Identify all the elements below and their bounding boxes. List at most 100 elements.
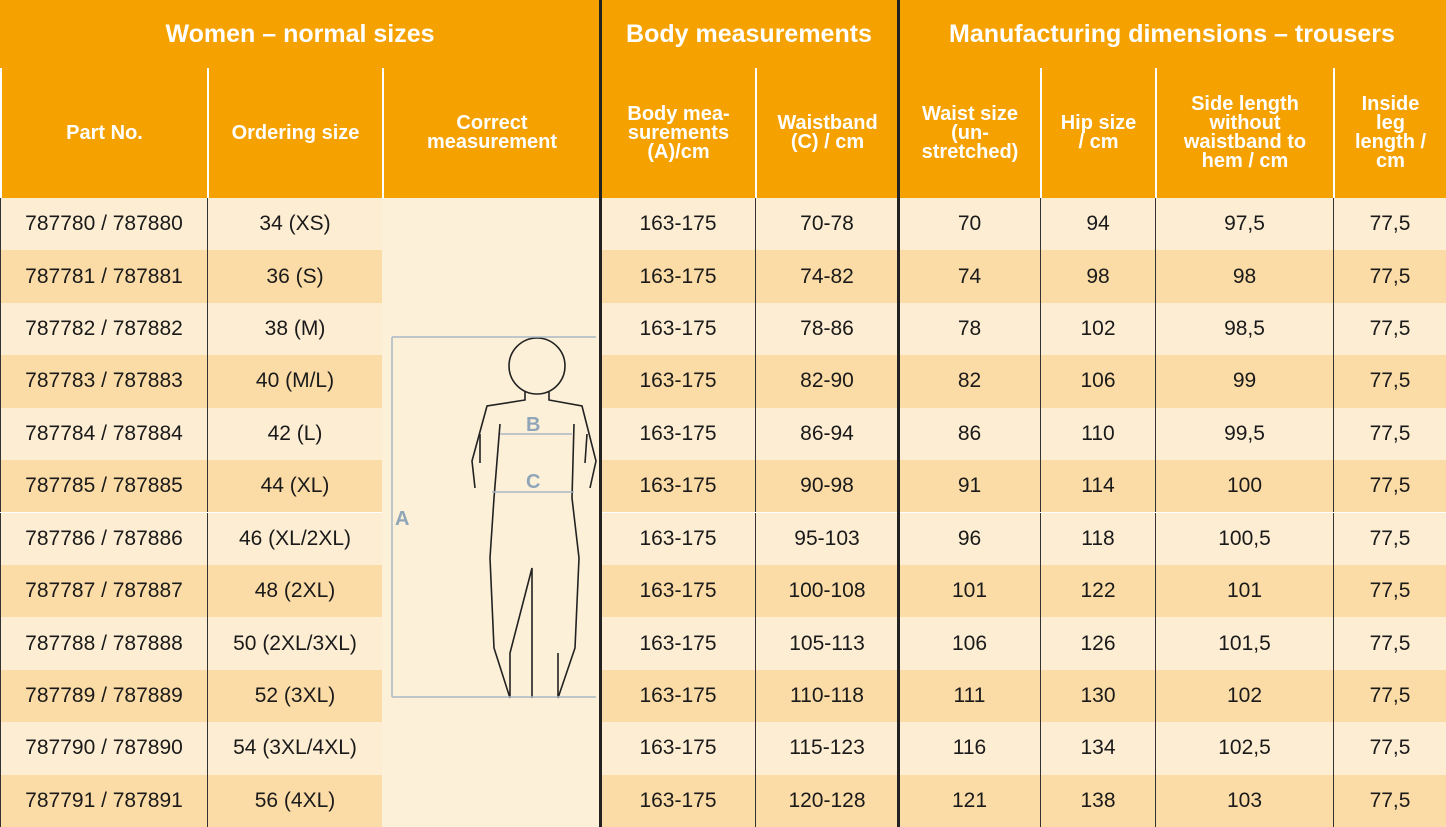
table-cell: 138: [1040, 774, 1155, 827]
table-cell: 78: [898, 302, 1040, 356]
table-cell: 787791 / 787891: [0, 774, 207, 827]
table-cell: 100: [1155, 460, 1333, 513]
column-header: Waistband (C) / cm: [755, 68, 898, 198]
table-cell: 95-103: [755, 512, 898, 565]
table-cell: 77,5: [1333, 407, 1446, 461]
group-header: Manufacturing dimensions – trousers: [898, 0, 1446, 68]
table-cell: 99,5: [1155, 407, 1333, 461]
table-cell: 77,5: [1333, 564, 1446, 618]
table-cell: 787787 / 787887: [0, 564, 207, 618]
table-cell: 787780 / 787880: [0, 198, 207, 251]
figure-label: C: [526, 471, 541, 493]
table-cell: 94: [1040, 198, 1155, 251]
table-cell: 105-113: [755, 617, 898, 670]
group-header: Body measurements: [600, 0, 898, 68]
table-cell: 102: [1155, 669, 1333, 723]
table-cell: 103: [1155, 774, 1333, 827]
column-header: Hip size / cm: [1040, 68, 1155, 198]
table-cell: 163-175: [600, 669, 755, 723]
table-cell: 98: [1155, 250, 1333, 303]
table-cell: 163-175: [600, 302, 755, 356]
table-cell: 70: [898, 198, 1040, 251]
table-cell: 42 (L): [207, 407, 382, 461]
table-cell: 787784 / 787884: [0, 407, 207, 461]
table-cell: 163-175: [600, 355, 755, 408]
table-cell: 163-175: [600, 407, 755, 461]
table-cell: 91: [898, 460, 1040, 513]
table-cell: 56 (4XL): [207, 774, 382, 827]
table-cell: 163-175: [600, 774, 755, 827]
table-cell: 50 (2XL/3XL): [207, 617, 382, 670]
body-figure: [382, 198, 600, 827]
table-cell: 77,5: [1333, 669, 1446, 723]
table-cell: 86-94: [755, 407, 898, 461]
table-cell: 48 (2XL): [207, 564, 382, 618]
table-cell: 163-175: [600, 564, 755, 618]
table-cell: 163-175: [600, 512, 755, 565]
table-cell: 787782 / 787882: [0, 302, 207, 356]
column-header: Ordering size: [207, 68, 382, 198]
table-cell: 36 (S): [207, 250, 382, 303]
table-cell: 77,5: [1333, 302, 1446, 356]
table-cell: 97,5: [1155, 198, 1333, 251]
table-cell: 116: [898, 722, 1040, 775]
column-header: Waist size (un- stretched): [898, 68, 1040, 198]
table-cell: 101: [1155, 564, 1333, 618]
table-cell: 787786 / 787886: [0, 512, 207, 565]
table-cell: 77,5: [1333, 250, 1446, 303]
table-cell: 111: [898, 669, 1040, 723]
table-cell: 163-175: [600, 198, 755, 251]
table-cell: 40 (M/L): [207, 355, 382, 408]
table-cell: 96: [898, 512, 1040, 565]
table-cell: 86: [898, 407, 1040, 461]
table-cell: 120-128: [755, 774, 898, 827]
table-cell: 787789 / 787889: [0, 669, 207, 723]
table-cell: 98,5: [1155, 302, 1333, 356]
table-cell: 102,5: [1155, 722, 1333, 775]
table-cell: 787781 / 787881: [0, 250, 207, 303]
table-cell: 134: [1040, 722, 1155, 775]
table-cell: 90-98: [755, 460, 898, 513]
table-cell: 115-123: [755, 722, 898, 775]
table-cell: 99: [1155, 355, 1333, 408]
table-cell: 163-175: [600, 617, 755, 670]
column-header: Part No.: [0, 68, 207, 198]
group-separator: [599, 0, 602, 827]
table-cell: 77,5: [1333, 774, 1446, 827]
table-cell: 77,5: [1333, 722, 1446, 775]
table-cell: 110-118: [755, 669, 898, 723]
column-header: Correct measurement: [382, 68, 600, 198]
table-cell: 102: [1040, 302, 1155, 356]
table-cell: 82: [898, 355, 1040, 408]
table-cell: 126: [1040, 617, 1155, 670]
table-cell: 163-175: [600, 460, 755, 513]
table-cell: 163-175: [600, 250, 755, 303]
figure-label: B: [526, 414, 541, 436]
table-cell: 121: [898, 774, 1040, 827]
table-cell: 114: [1040, 460, 1155, 513]
column-header: Inside leg length / cm: [1333, 68, 1446, 198]
table-cell: 106: [1040, 355, 1155, 408]
table-cell: 98: [1040, 250, 1155, 303]
table-cell: 787783 / 787883: [0, 355, 207, 408]
table-cell: 101: [898, 564, 1040, 618]
column-header: Side length without waistband to hem / c…: [1155, 68, 1333, 198]
table-cell: 787788 / 787888: [0, 617, 207, 670]
table-cell: 77,5: [1333, 198, 1446, 251]
table-cell: 77,5: [1333, 355, 1446, 408]
table-cell: 52 (3XL): [207, 669, 382, 723]
group-header: Women – normal sizes: [0, 0, 600, 68]
table-cell: 38 (M): [207, 302, 382, 356]
table-cell: 100,5: [1155, 512, 1333, 565]
table-cell: 77,5: [1333, 617, 1446, 670]
table-cell: 77,5: [1333, 460, 1446, 513]
column-header: Body mea- surements (A)/cm: [600, 68, 755, 198]
group-separator: [897, 0, 900, 827]
table-cell: 46 (XL/2XL): [207, 512, 382, 565]
table-cell: 101,5: [1155, 617, 1333, 670]
table-cell: 787785 / 787885: [0, 460, 207, 513]
table-cell: 106: [898, 617, 1040, 670]
figure-label: A: [395, 508, 410, 530]
table-cell: 118: [1040, 512, 1155, 565]
table-cell: 74: [898, 250, 1040, 303]
